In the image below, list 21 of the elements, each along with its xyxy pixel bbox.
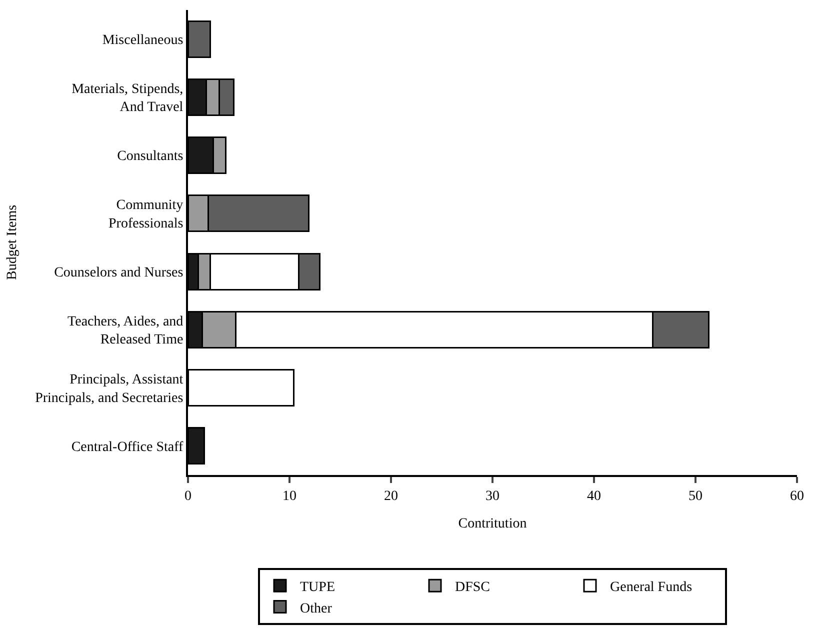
x-tick-label: 0 [184, 488, 192, 504]
y-tick-label: Principals, Assistant Principals, and Secretaries [35, 372, 184, 406]
legend-label: Other [300, 601, 332, 616]
legend-label: General Funds [610, 580, 692, 596]
legend-label: DFSC [455, 580, 490, 596]
legend-label: TUPE [300, 580, 335, 596]
y-tick-label: Counselors and Nurses [54, 265, 184, 280]
y-tick-label: Consultants [117, 149, 184, 164]
x-tick-label: 20 [384, 488, 398, 504]
y-tick-label: Miscellaneous [102, 32, 184, 48]
x-axis-title: Contritution [458, 516, 527, 532]
y-tick-label: Teachers, Aides, and Released Time [68, 314, 184, 348]
y-tick-label: Materials, Stipends, And Travel [72, 82, 184, 116]
x-tick-label: 50 [688, 488, 702, 504]
y-tick-label: Community Professionals [108, 198, 184, 232]
x-tick-label: 10 [282, 488, 296, 504]
x-tick-label: 30 [486, 488, 500, 504]
y-tick-label: Central-Office Staff [71, 440, 184, 455]
x-tick-label: 40 [587, 488, 601, 504]
y-axis-title: Budget Items [5, 204, 20, 280]
x-tick-label: 60 [790, 488, 804, 504]
